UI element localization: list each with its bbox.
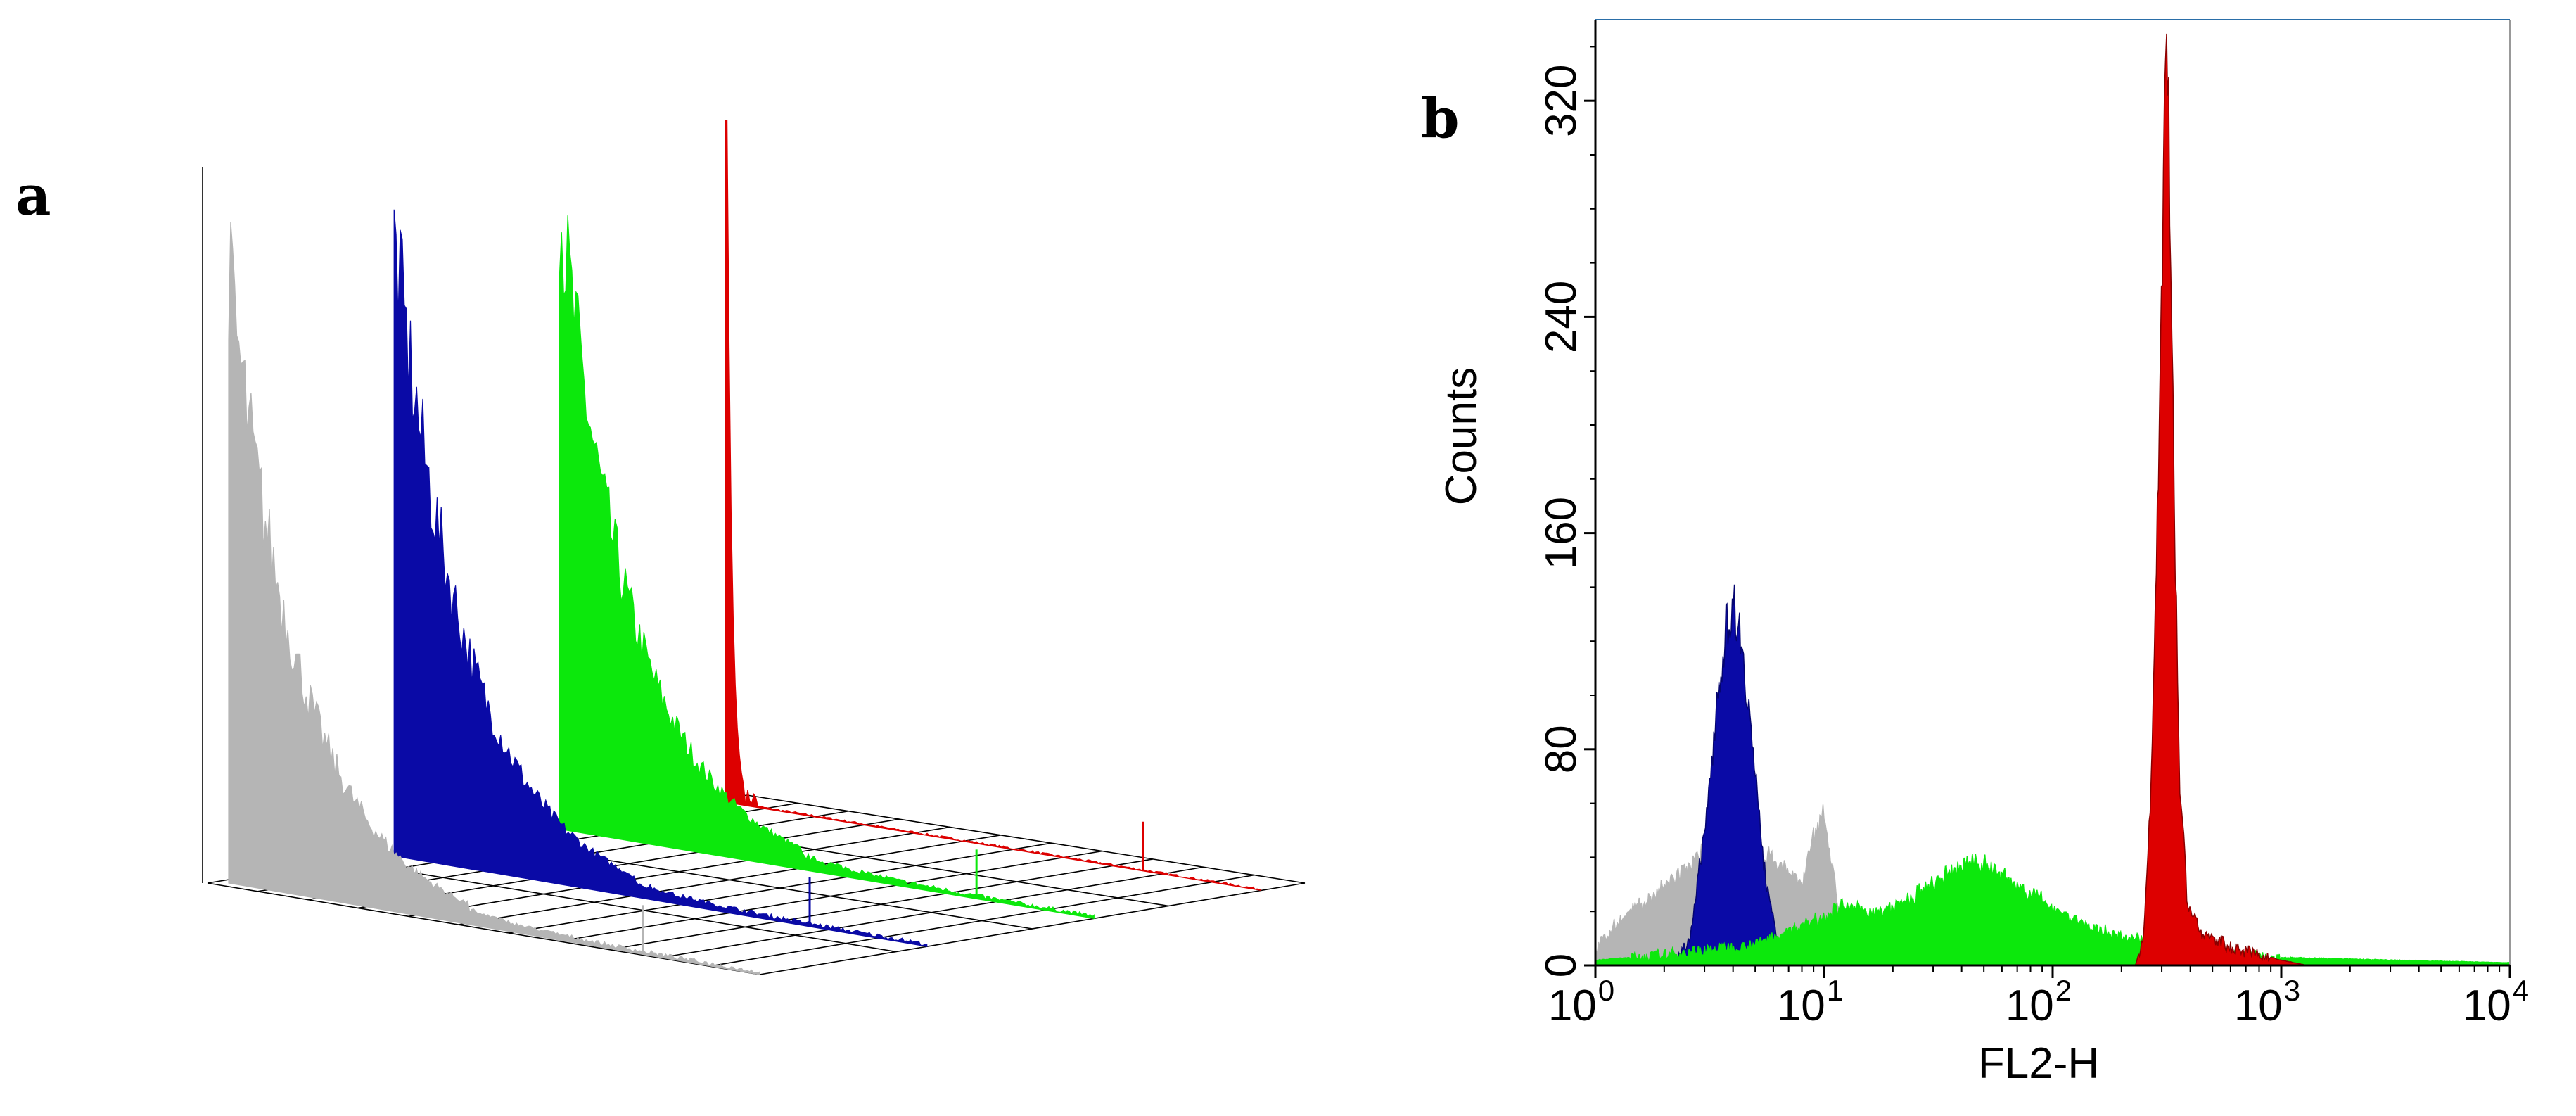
panel-b-y-tick-label: 160 bbox=[1537, 497, 1586, 569]
panel-a-series-blue bbox=[393, 209, 928, 947]
panel-a-3d-histogram bbox=[202, 120, 1306, 975]
panel-b-x-tick-exponent: 4 bbox=[2513, 974, 2529, 1007]
panel-b-y-tick-label: 80 bbox=[1537, 725, 1586, 773]
panel-b-y-tick-label: 240 bbox=[1537, 281, 1586, 353]
panel-a-label: a bbox=[15, 164, 51, 228]
panel-a-series-group bbox=[228, 120, 1262, 975]
panel-b-y-tick-label: 320 bbox=[1537, 64, 1586, 137]
panel-a-series-red bbox=[724, 120, 1262, 891]
panel-a-series-green bbox=[559, 215, 1095, 919]
panel-b-x-tick-exponent: 0 bbox=[1598, 974, 1614, 1007]
panel-b-x-tick-base: 10 bbox=[1548, 982, 1597, 1030]
panel-a-floor-grid bbox=[202, 167, 1306, 975]
panel-b-x-tick-exponent: 2 bbox=[2055, 974, 2072, 1007]
panel-b-x-axis: 100 101 102 103 104 bbox=[1548, 965, 2529, 1030]
panel-b-series-green bbox=[1595, 854, 2511, 966]
panel-b-x-tick-label: 104 bbox=[2463, 974, 2529, 1030]
panel-b-y-axis: 0 80 160 240 320 bbox=[1537, 46, 1595, 977]
panel-b-x-tick-label: 100 bbox=[1548, 974, 1614, 1030]
panel-b-x-tick-exponent: 1 bbox=[1827, 974, 1843, 1007]
panel-b-x-tick-exponent: 3 bbox=[2284, 974, 2300, 1007]
panel-b-series-group bbox=[1595, 33, 2511, 966]
panel-b-x-tick-base: 10 bbox=[2006, 982, 2054, 1030]
panel-b-x-axis-title: FL2-H bbox=[1978, 1039, 2099, 1088]
panel-b-x-tick-base: 10 bbox=[2463, 982, 2511, 1030]
panel-b-x-tick-label: 103 bbox=[2234, 974, 2300, 1030]
panel-b-series-red bbox=[2134, 33, 2308, 966]
panel-b-x-tick-base: 10 bbox=[1777, 982, 1825, 1030]
panel-a-grid-row-line bbox=[207, 882, 760, 975]
panel-b-x-tick-base: 10 bbox=[2234, 982, 2283, 1030]
panel-b-y-axis-title: Counts bbox=[1437, 367, 1486, 505]
panel-b-series-blue bbox=[1672, 584, 1790, 966]
panel-b-y-tick-label: 0 bbox=[1537, 953, 1586, 977]
panel-b-x-tick-label: 101 bbox=[1777, 974, 1843, 1030]
panel-b-label: b bbox=[1421, 87, 1460, 151]
panel-a-grid-row-line bbox=[342, 860, 896, 953]
panel-a-series-gray bbox=[228, 222, 760, 975]
panel-b-x-tick-label: 102 bbox=[2006, 974, 2072, 1030]
panel-a-grid-row-line bbox=[746, 794, 1306, 884]
